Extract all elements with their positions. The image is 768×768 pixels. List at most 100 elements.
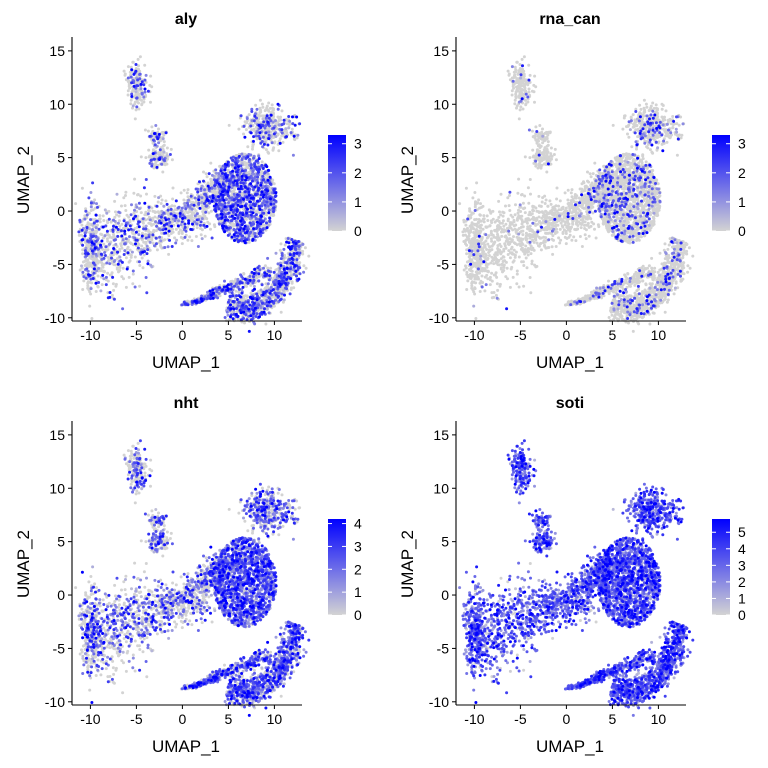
cell-point xyxy=(235,223,239,227)
cell-point xyxy=(232,192,236,196)
cell-point xyxy=(231,300,235,303)
cell-point xyxy=(275,127,279,131)
cell-point xyxy=(291,240,295,244)
cell-point xyxy=(293,246,297,250)
cell-point xyxy=(146,89,150,93)
cell-point xyxy=(119,229,123,233)
cell-point xyxy=(117,219,121,223)
cell-point xyxy=(302,264,306,268)
cell-point xyxy=(121,266,125,270)
cell-point xyxy=(136,57,140,61)
cell-point xyxy=(249,124,253,128)
cell-point xyxy=(135,96,139,100)
cell-point xyxy=(122,196,126,200)
cell-point xyxy=(282,298,286,302)
cell-point xyxy=(268,175,272,179)
cell-point xyxy=(267,151,271,155)
cell-point xyxy=(240,158,244,161)
cell-point xyxy=(92,267,96,271)
cell-point xyxy=(140,256,144,260)
cell-point xyxy=(260,190,264,194)
cell-point xyxy=(124,190,128,194)
cell-point xyxy=(253,114,257,118)
cell-point xyxy=(176,206,180,210)
cell-point xyxy=(109,220,113,224)
cell-point xyxy=(81,243,85,247)
cell-point xyxy=(188,235,192,239)
cell-point xyxy=(256,188,260,192)
cell-point xyxy=(184,229,188,233)
cell-point xyxy=(255,220,259,224)
cell-point xyxy=(171,220,175,224)
cell-point xyxy=(237,239,241,243)
cell-point xyxy=(128,235,131,239)
cell-point xyxy=(230,163,234,167)
cell-point xyxy=(292,134,296,138)
cell-point xyxy=(236,216,240,220)
cell-point xyxy=(123,249,127,253)
cell-point xyxy=(278,116,282,120)
cell-point xyxy=(262,211,266,215)
cell-point xyxy=(91,228,95,231)
cell-point xyxy=(182,198,186,202)
cell-point xyxy=(157,141,161,145)
cell-point xyxy=(135,105,139,109)
cell-point xyxy=(193,220,197,224)
cell-point xyxy=(134,69,138,73)
cell-point xyxy=(195,218,199,222)
cell-point xyxy=(282,247,286,251)
cell-point xyxy=(195,226,199,230)
cell-point xyxy=(114,225,118,229)
cell-point xyxy=(248,303,252,307)
cell-point xyxy=(152,138,155,142)
panel-title: aly xyxy=(175,11,197,28)
cell-point xyxy=(279,257,283,261)
cell-point xyxy=(231,158,235,162)
cell-point xyxy=(219,192,223,196)
cell-point xyxy=(117,270,120,274)
cell-point xyxy=(186,238,190,242)
cell-point xyxy=(263,264,267,268)
cell-point xyxy=(297,277,301,281)
cell-point xyxy=(129,65,133,69)
cell-point xyxy=(85,213,89,217)
cell-point xyxy=(86,284,90,288)
cell-point xyxy=(168,238,171,242)
cell-point xyxy=(88,227,92,231)
cell-point xyxy=(259,183,263,187)
cell-point xyxy=(262,310,266,314)
cell-point xyxy=(243,277,247,281)
cell-point xyxy=(121,307,125,311)
cell-point xyxy=(151,233,155,237)
cell-point xyxy=(157,227,161,231)
cell-point xyxy=(99,243,102,247)
cell-point xyxy=(137,260,141,264)
cell-point xyxy=(244,185,247,189)
cell-point xyxy=(132,84,136,88)
cell-point xyxy=(219,212,223,216)
cell-point xyxy=(138,284,142,288)
cell-point xyxy=(261,195,265,199)
cell-point xyxy=(214,209,218,213)
cell-point xyxy=(94,281,98,285)
cell-point xyxy=(253,232,257,235)
cell-point xyxy=(235,170,239,174)
cell-point xyxy=(266,178,270,182)
cell-point xyxy=(486,219,490,222)
cell-point xyxy=(111,253,115,257)
cell-point xyxy=(263,271,267,275)
cell-point xyxy=(226,313,230,317)
cell-point xyxy=(103,234,107,238)
cell-point xyxy=(282,267,286,271)
cell-point xyxy=(258,131,262,135)
cell-point xyxy=(200,237,204,241)
cell-point xyxy=(170,245,174,248)
cell-point xyxy=(257,272,261,276)
cell-point xyxy=(204,210,208,214)
cell-point xyxy=(267,300,271,304)
cell-point xyxy=(138,72,142,76)
cell-point xyxy=(116,234,120,238)
cell-point xyxy=(173,204,177,208)
cell-point xyxy=(237,300,241,304)
